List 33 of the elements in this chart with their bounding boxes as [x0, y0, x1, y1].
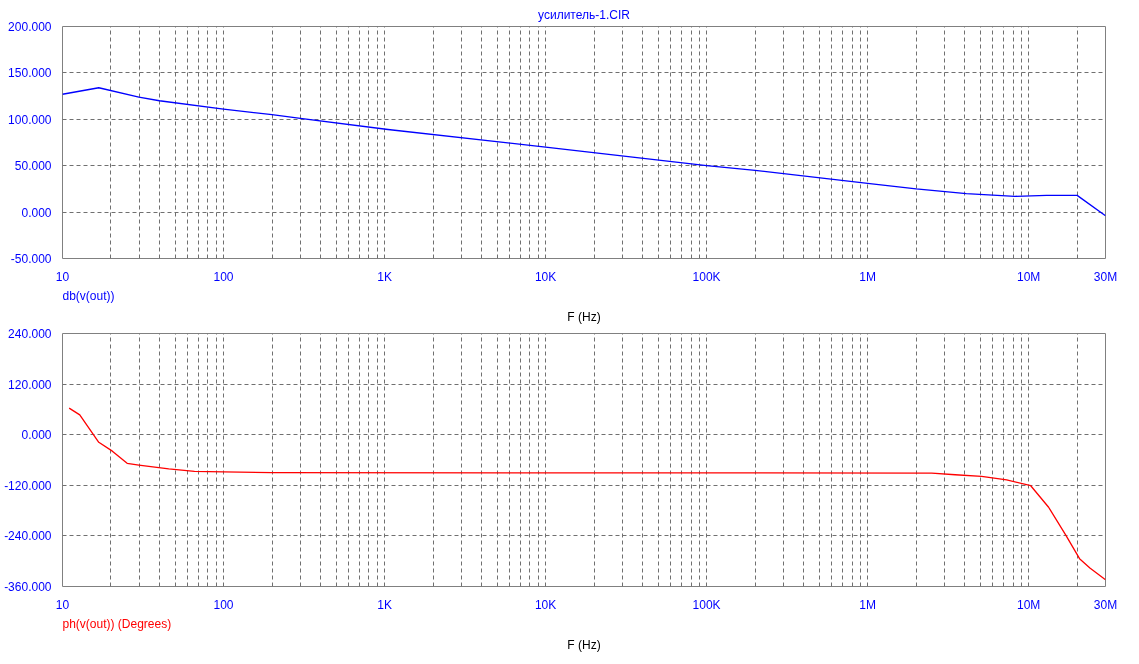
y-tick-label: 100.000 [8, 112, 52, 127]
x-tick-label: 100 [213, 597, 234, 612]
y-tick-label: 150.000 [8, 66, 52, 81]
y-tick-label: -50.000 [10, 252, 52, 266]
y-tick-label: -120.000 [4, 478, 52, 493]
x-tick-label: 10K [534, 597, 557, 612]
x-tick-label: 10 [55, 597, 70, 612]
x-axis-title: F (Hz) [567, 309, 601, 324]
x-tick-label: 10K [534, 269, 557, 284]
x-tick-label: 100K [692, 269, 721, 284]
x-tick-label: 1M [859, 597, 876, 612]
chart-title: усилитель-1.CIR [538, 7, 631, 22]
x-tick-label: 1K [377, 597, 392, 612]
y-tick-label: 120.000 [8, 377, 52, 392]
y-tick-label: 200.000 [8, 20, 52, 34]
text: ph(v(out)) (Degrees) [62, 616, 172, 631]
y-tick-label: -360.000 [4, 580, 52, 594]
y-tick-label: -240.000 [4, 529, 52, 544]
x-tick-label: 10M [1017, 597, 1041, 612]
x-tick-label: 10M [1017, 269, 1041, 284]
x-axis-title: F (Hz) [567, 637, 601, 652]
x-tick-label: 1K [377, 269, 392, 284]
x-tick-label: 10 [55, 269, 70, 284]
x-tick-label: 100K [692, 597, 721, 612]
x-tick-label: 30M [1093, 269, 1118, 284]
y-tick-label: 240.000 [8, 327, 52, 341]
y-tick-label: 0.000 [21, 205, 52, 220]
y-tick-label: 50.000 [14, 159, 52, 174]
x-tick-label: 30M [1093, 597, 1118, 612]
x-tick-label: 1M [859, 269, 876, 284]
text: db(v(out)) [62, 288, 115, 303]
x-tick-label: 100 [213, 269, 234, 284]
y-tick-label: 0.000 [21, 428, 52, 443]
